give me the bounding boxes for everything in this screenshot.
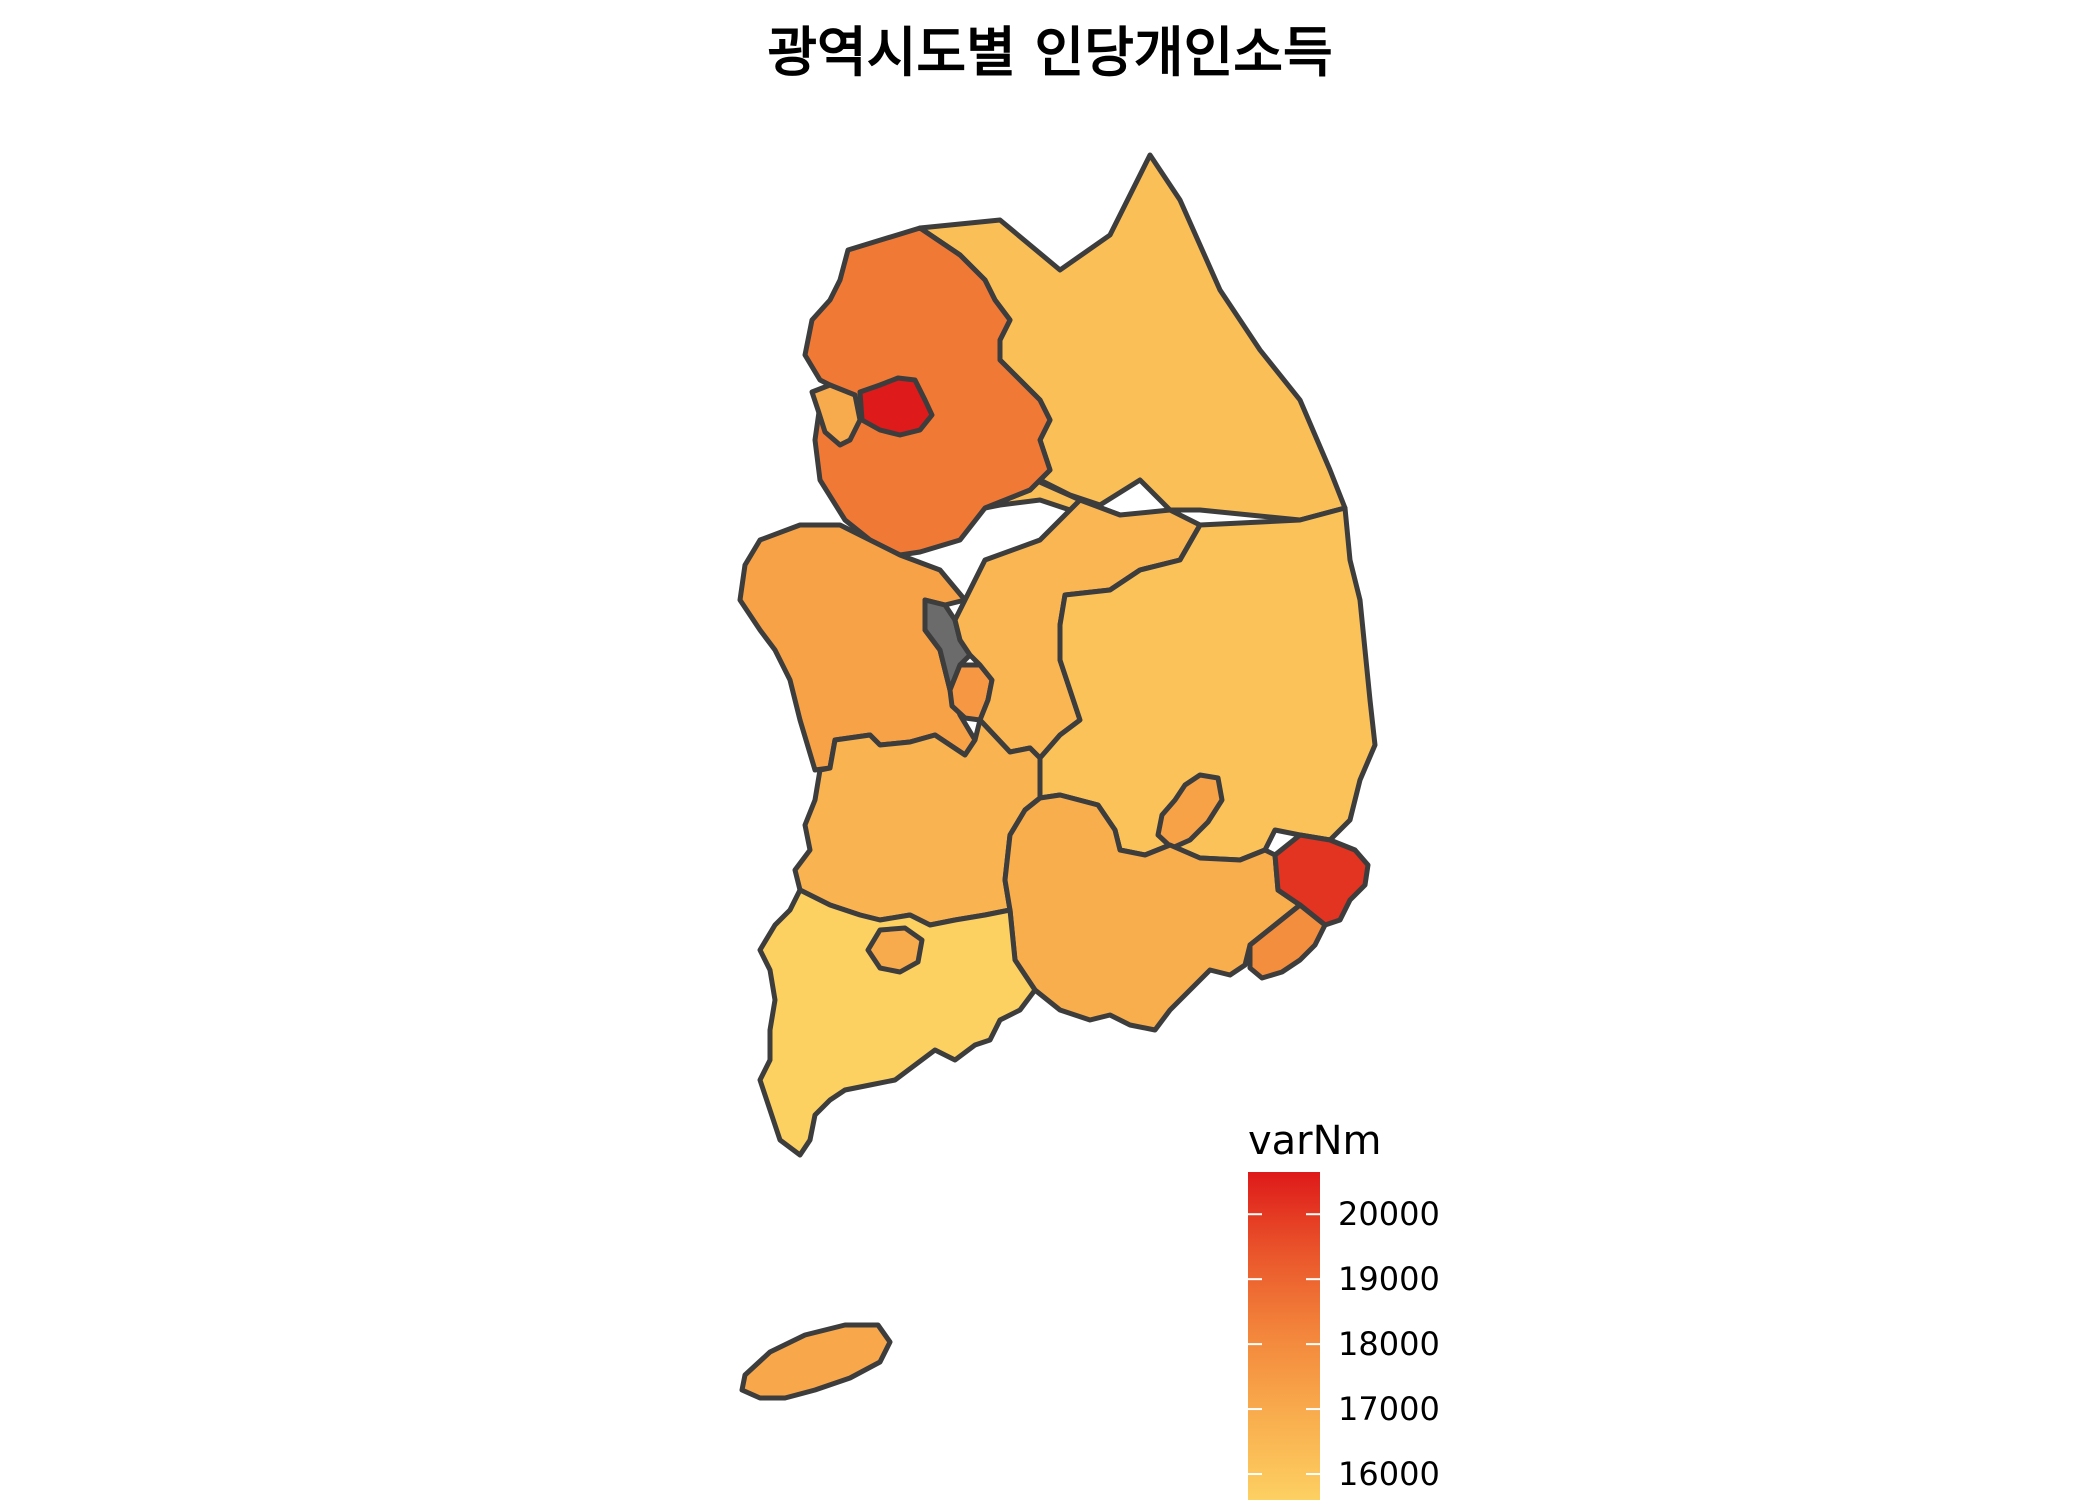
region-jeonbuk[interactable] <box>792 717 1043 928</box>
region-jeonnam[interactable] <box>757 887 1038 1158</box>
legend-tick-label: 18000 <box>1338 1325 1440 1364</box>
legend-tick-label: 19000 <box>1338 1260 1440 1299</box>
legend-tick-label: 17000 <box>1338 1390 1440 1429</box>
region-incheon[interactable] <box>809 382 863 448</box>
region-busan[interactable] <box>1247 902 1328 981</box>
legend-tick-label: 16000 <box>1338 1455 1440 1494</box>
legend-colorbar <box>1248 1172 1320 1500</box>
legend-title: varNm <box>1248 1118 1382 1164</box>
region-gyeonggi[interactable] <box>802 225 1053 558</box>
region-ulsan[interactable] <box>1272 832 1371 928</box>
map-title: 광역시도별 인당개인소득 <box>767 21 1333 84</box>
region-gwangju[interactable] <box>865 925 925 975</box>
region-seoul[interactable] <box>857 375 935 438</box>
region-jeju[interactable] <box>739 1322 893 1401</box>
region-daegu[interactable] <box>1155 772 1225 851</box>
legend-tick-label: 20000 <box>1338 1195 1440 1234</box>
